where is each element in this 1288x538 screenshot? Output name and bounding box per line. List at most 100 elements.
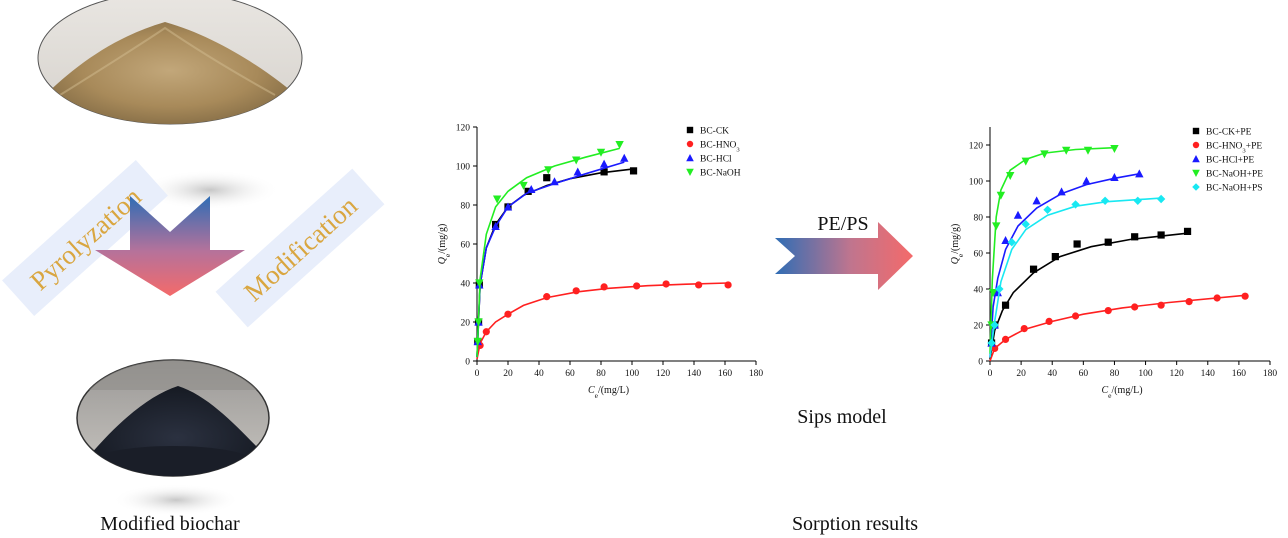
data-point: [1131, 303, 1139, 311]
legend-label: BC-CK: [700, 127, 729, 137]
y-axis-label: Qe/(mg/g): [950, 224, 965, 265]
fit-curve: [989, 173, 1140, 358]
data-point: [1029, 265, 1038, 273]
data-point: [1213, 294, 1221, 302]
x-tick-label: 20: [1016, 369, 1026, 379]
fit-curve: [476, 161, 625, 358]
data-point: [544, 166, 553, 175]
data-point: [1082, 176, 1091, 185]
x-tick-label: 180: [749, 369, 764, 379]
sorption-chart-biochar: 0 20 40 60 80 100 120 140 160 180 0 20 40 60 80 100 120 C…: [437, 124, 763, 400]
sorption-chart-microplastic: 0 20 40 60 80 100 120 140 160 180 0 20 40 60 80 100 120 C…: [950, 127, 1277, 400]
series-bc-naoh-pe: [987, 145, 1119, 354]
legend-marker: [1192, 169, 1200, 177]
legend-entry-bc-naoh: BC-NaOH: [686, 169, 741, 179]
data-point: [1045, 317, 1053, 325]
data-point: [1241, 292, 1249, 300]
data-point: [527, 185, 536, 193]
x-tick-label: 40: [534, 369, 544, 379]
data-point: [1157, 231, 1165, 239]
data-point: [473, 337, 482, 346]
data-point: [629, 167, 638, 175]
x-tick-label: 160: [1232, 369, 1247, 379]
data-point: [1071, 312, 1080, 320]
legend-entry-bc-hno3: BC-HNO3: [686, 140, 740, 153]
data-point: [596, 148, 606, 157]
y-tick-label: 60: [974, 250, 984, 260]
data-point: [1100, 196, 1110, 205]
x-tick-label: 100: [625, 369, 640, 379]
data-point: [695, 281, 703, 289]
x-tick-label: 160: [718, 369, 733, 379]
series-bc-hno3-pe: [989, 292, 1249, 362]
data-point: [615, 140, 624, 149]
data-point: [1051, 253, 1059, 261]
x-tick-label: 180: [1263, 369, 1278, 379]
modification-label: Modification: [238, 190, 363, 307]
y-tick-label: 80: [974, 214, 984, 224]
data-point: [996, 191, 1006, 200]
modified-biochar-caption: Modified biochar: [100, 513, 240, 535]
data-point: [1073, 240, 1081, 248]
sorption-results-caption: Sorption results: [792, 513, 918, 535]
data-point: [1021, 157, 1030, 166]
data-point: [1001, 335, 1010, 343]
series-bc-naoh-ps: [987, 194, 1166, 358]
data-point: [543, 174, 551, 182]
legend-marker: [1192, 183, 1200, 191]
data-point: [491, 222, 500, 231]
x-tick-label: 80: [596, 369, 606, 379]
y-tick-label: 60: [461, 241, 471, 251]
data-point: [573, 167, 582, 176]
data-point: [1083, 146, 1093, 155]
x-tick-label: 60: [1079, 369, 1089, 379]
data-point: [519, 181, 528, 190]
data-point: [633, 282, 641, 290]
x-tick-label: 120: [656, 369, 671, 379]
data-point: [990, 320, 999, 330]
y-tick-label: 100: [456, 163, 471, 173]
legend-entry-bc-hcl-pe: BC-HCl+PE: [1192, 155, 1254, 166]
data-point: [987, 338, 996, 348]
data-point: [1032, 196, 1041, 205]
legend-entry-bc-ck-pe: BC-CK+PE: [1192, 128, 1252, 138]
data-point: [1057, 187, 1066, 196]
data-point: [572, 287, 580, 295]
series-bc-hcl-pe: [987, 169, 1144, 358]
data-point: [1157, 301, 1165, 309]
x-axis-label: Ce/(mg/L): [1101, 385, 1142, 400]
data-point: [543, 293, 551, 301]
y-tick-label: 20: [974, 322, 984, 332]
y-tick-label: 0: [978, 358, 983, 368]
legend-marker: [686, 140, 694, 148]
legend-entry-bc-naoh-ps: BC-NaOH+PS: [1192, 183, 1263, 194]
x-tick-label: 60: [565, 369, 575, 379]
x-tick-label: 40: [1047, 369, 1057, 379]
data-point: [1007, 238, 1016, 247]
biochar-shadow: [112, 484, 240, 516]
legend-entry-bc-naoh-pe: BC-NaOH+PE: [1192, 170, 1263, 180]
pe-ps-label: PE/PS: [817, 213, 868, 235]
y-tick-label: 120: [969, 142, 984, 152]
x-tick-label: 20: [503, 369, 513, 379]
data-point: [475, 279, 484, 288]
data-point: [1043, 205, 1052, 214]
data-point: [1006, 172, 1015, 180]
y-tick-label: 40: [461, 280, 471, 290]
series-bc-naoh: [473, 140, 624, 358]
data-point: [993, 288, 1002, 297]
data-point: [1110, 145, 1119, 153]
data-point: [1185, 298, 1193, 306]
legend-entry-bc-ck: BC-CK: [686, 127, 729, 137]
data-point: [1110, 173, 1119, 181]
data-point: [1131, 233, 1139, 241]
series-bc-hno3: [476, 280, 732, 360]
fit-curve: [989, 294, 1246, 362]
data-point: [1020, 325, 1028, 333]
x-tick-label: 80: [1110, 369, 1120, 379]
legend-marker: [1192, 155, 1200, 163]
fit-curve: [476, 282, 729, 360]
data-point: [492, 195, 502, 204]
y-tick-label: 100: [969, 178, 984, 188]
